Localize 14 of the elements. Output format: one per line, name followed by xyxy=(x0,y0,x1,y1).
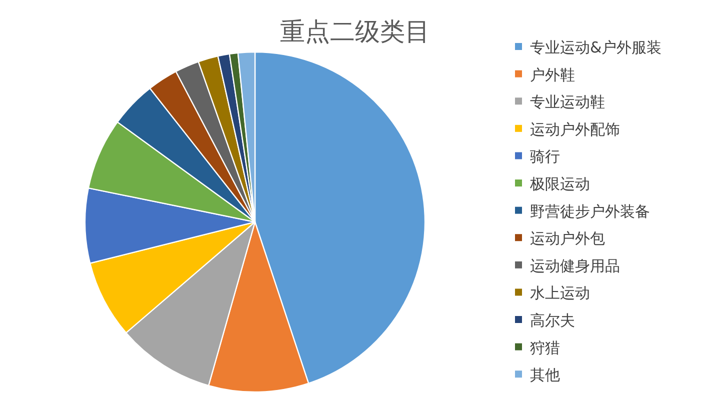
legend-label: 专业运动鞋 xyxy=(530,93,605,112)
legend-label: 高尔夫 xyxy=(530,312,575,330)
legend-label: 极限运动 xyxy=(529,175,590,193)
legend-label: 运动户外配饰 xyxy=(530,120,620,138)
legend-label: 水上运动 xyxy=(530,284,590,302)
legend-label: 户外鞋 xyxy=(530,66,575,84)
chart-title: 重点二级类目 xyxy=(280,17,430,46)
legend-label: 狩猎 xyxy=(530,338,560,357)
legend-label: 运动户外包 xyxy=(530,230,605,248)
legend-label: 骑行 xyxy=(530,148,560,166)
legend-label: 运动健身用品 xyxy=(530,256,620,275)
legend-label: 专业运动&户外服装 xyxy=(530,38,662,56)
legend-label: 野营徒步户外装备 xyxy=(530,202,650,220)
legend-label: 其他 xyxy=(530,366,560,384)
